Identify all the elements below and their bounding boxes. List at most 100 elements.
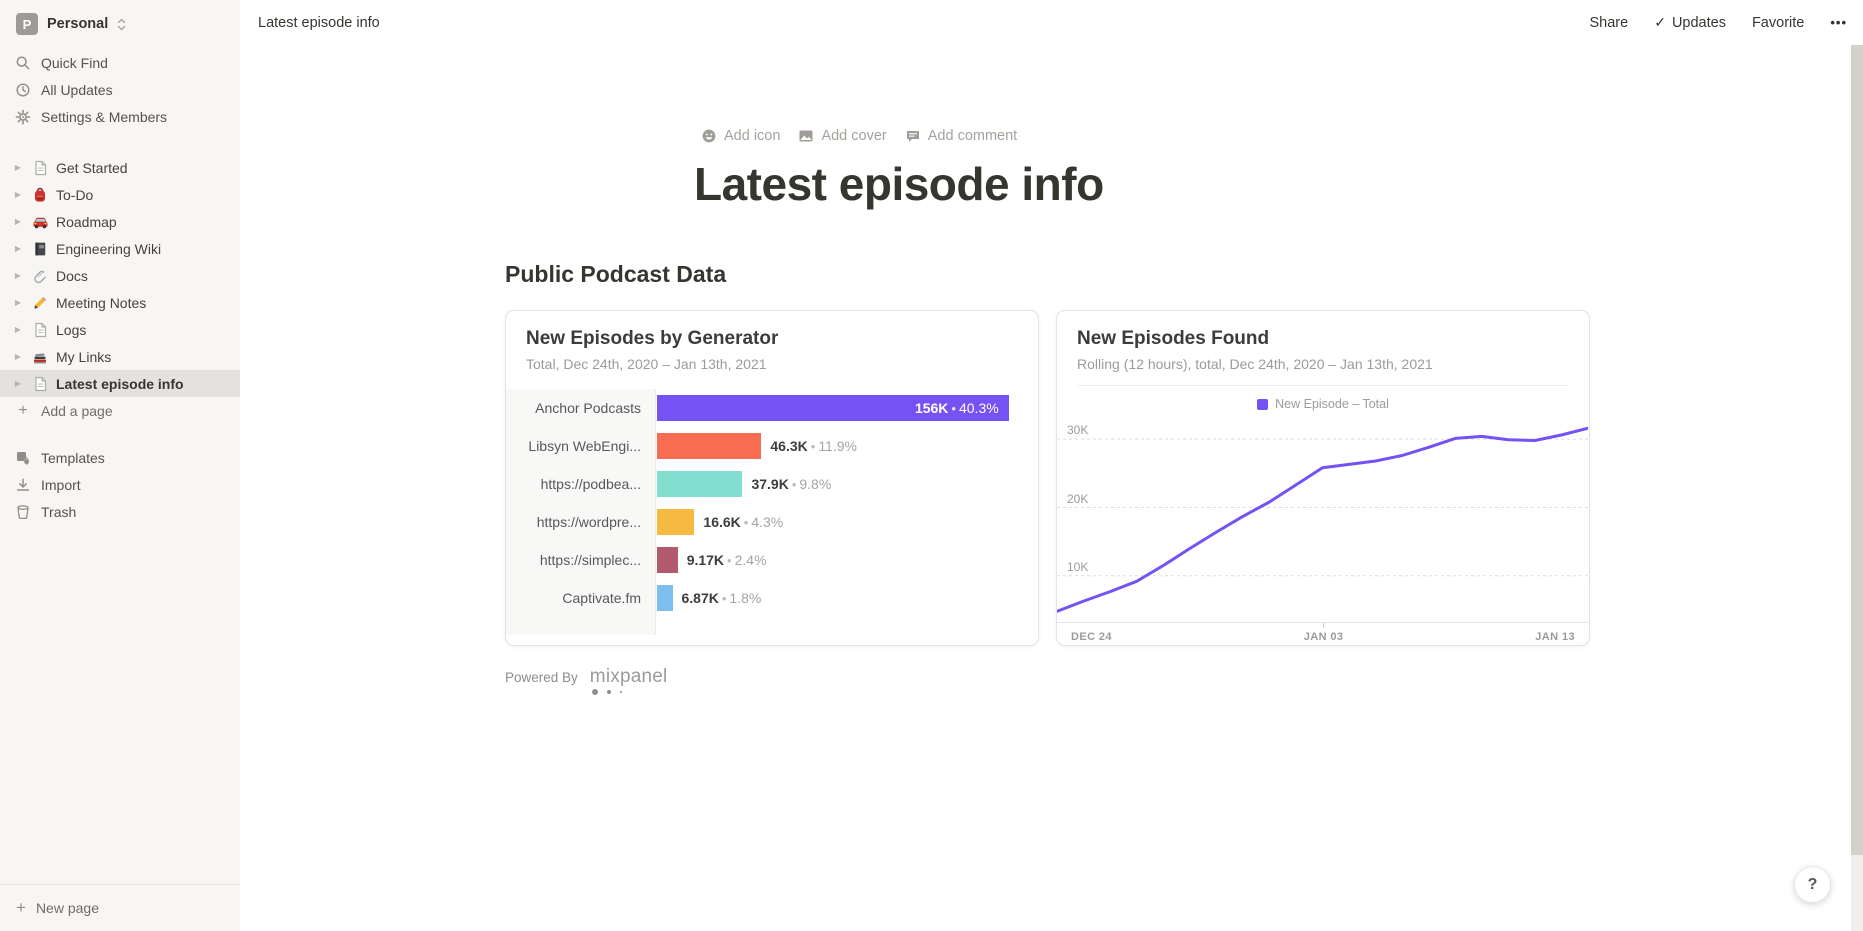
sidebar-item-label: To-Do [56,186,94,203]
sidebar-item-get-started[interactable]: ▶ Get Started [0,154,240,181]
bar-category-label: Libsyn WebEngi... [528,438,641,454]
scrollbar-track[interactable] [1851,855,1863,931]
sidebar-item-label: Latest episode info [56,375,184,392]
sidebar-item-roadmap[interactable]: ▶ Roadmap [0,208,240,235]
breadcrumb[interactable]: Latest episode info [258,14,380,31]
powered-by-label: Powered By [505,670,578,685]
bar-value-label: 46.3K [770,438,808,454]
workspace-switcher[interactable]: P Personal [0,0,240,45]
bar-separator-dot: • [791,476,797,492]
bar-segment[interactable] [657,433,762,459]
page-controls: Add icon Add cover Add comment [701,128,1863,144]
scrollbar-thumb[interactable] [1851,45,1863,855]
bar-percent-label: 1.8% [729,590,762,606]
sidebar-item-label: Quick Find [41,54,108,71]
more-options-button[interactable]: ••• [1830,15,1847,30]
line-chart-title: New Episodes Found [1077,328,1270,349]
sidebar-item-engineering-wiki[interactable]: ▶ Engineering Wiki [0,235,240,262]
header-divider [1077,385,1569,386]
add-cover-button[interactable]: Add cover [798,128,887,144]
sidebar-item-label: Settings & Members [41,108,168,125]
bar-outside-labels: 37.9K • 9.8% [751,476,831,492]
sidebar-item-to-do[interactable]: ▶ To-Do [0,181,240,208]
bar-row: Anchor Podcasts 156K • 40.3% [506,389,1038,427]
clock-icon [14,81,32,99]
add-comment-button[interactable]: Add comment [905,128,1017,144]
bar-chart-card[interactable]: New Episodes by Generator Total, Dec 24t… [505,310,1039,646]
bar-row: Libsyn WebEngi... 46.3K • 11.9% [506,427,1038,465]
toggle-triangle-icon[interactable]: ▶ [14,325,22,334]
bar-track: 46.3K • 11.9% [656,433,1038,459]
bar-category-label: https://wordpre... [536,514,641,530]
line-chart-header: New Episodes Found Rolling (12 hours), t… [1057,311,1589,386]
bar-percent-label: 4.3% [751,514,784,530]
powered-by: Powered By mixpanel [505,666,1863,695]
sidebar-item-trash[interactable]: Trash [0,498,240,525]
bar-segment[interactable] [657,585,673,611]
sidebar-item-import[interactable]: Import [0,471,240,498]
toggle-triangle-icon[interactable]: ▶ [14,163,22,172]
bar-outside-labels: 16.6K • 4.3% [703,514,783,530]
sidebar-item-all-updates[interactable]: All Updates [0,76,240,103]
trash-icon [14,503,32,521]
sidebar-pages: ▶ Get Started ▶ To-Do ▶ Roadmap ▶ Engineering W… [0,154,240,397]
sidebar-item-logs[interactable]: ▶ Logs [0,316,240,343]
bar-separator-dot: • [810,438,816,454]
add-a-page-button[interactable]: + Add a page [0,397,240,424]
updates-button[interactable]: ✓ Updates [1654,14,1726,31]
sidebar-item-settings-members[interactable]: Settings & Members [0,103,240,130]
backpack-icon [31,186,49,204]
bar-row: https://wordpre... 16.6K • 4.3% [506,503,1038,541]
line-chart-svg [1057,426,1588,613]
bar-percent-label: 11.9% [818,438,857,454]
bar-track: 156K • 40.3% [656,395,1038,421]
bar-separator-dot: • [743,514,749,530]
toggle-triangle-icon[interactable]: ▶ [14,379,22,388]
bar-segment[interactable] [657,509,695,535]
updates-label: Updates [1671,14,1726,31]
chevron-updown-icon [117,17,126,32]
favorite-button[interactable]: Favorite [1751,14,1805,31]
sidebar-item-my-links[interactable]: ▶ My Links [0,343,240,370]
y-tick-label: 30K [1067,423,1089,438]
bar-segment[interactable] [657,547,678,573]
sidebar-item-label: All Updates [41,81,113,98]
sidebar-item-label: Roadmap [56,213,117,230]
page-content: Add icon Add cover Add comment [240,128,1863,695]
sidebar-item-latest-episode-info[interactable]: ▶ Latest episode info [0,370,240,397]
y-tick-label: 20K [1067,491,1089,506]
sidebar-item-label: Logs [56,321,87,338]
help-button[interactable]: ? [1794,866,1831,903]
toggle-triangle-icon[interactable]: ▶ [14,352,22,361]
sidebar-bottom-items: Templates Import Trash [0,444,240,525]
bar-chart-label-column [506,389,656,635]
sidebar-item-label: My Links [56,348,112,365]
section-heading: Public Podcast Data [505,261,727,287]
add-a-page-label: Add a page [41,402,113,419]
add-icon-button[interactable]: Add icon [701,128,780,144]
bar-segment[interactable] [657,471,743,497]
sidebar-item-meeting-notes[interactable]: ▶ Meeting Notes [0,289,240,316]
toggle-triangle-icon[interactable]: ▶ [14,190,22,199]
toggle-triangle-icon[interactable]: ▶ [14,217,22,226]
toggle-triangle-icon[interactable]: ▶ [14,298,22,307]
bar-chart: Anchor Podcasts 156K • 40.3% Libsyn WebEngi.… [506,389,1038,635]
bar-percent-label: 9.8% [799,476,832,492]
sidebar-item-templates[interactable]: Templates [0,444,240,471]
share-button[interactable]: Share [1589,14,1629,31]
new-page-button[interactable]: + New page [0,884,240,931]
bar-value-label: 6.87K [681,590,719,606]
bar-segment[interactable]: 156K • 40.3% [657,395,1009,421]
toggle-triangle-icon[interactable]: ▶ [14,271,22,280]
line-chart-subtitle: Rolling (12 hours), total, Dec 24th, 202… [1077,356,1433,372]
line-chart-card[interactable]: New Episodes Found Rolling (12 hours), t… [1056,310,1590,646]
page-icon [31,321,49,339]
check-icon: ✓ [1654,14,1666,30]
bar-category-label: https://simplec... [539,552,641,568]
bar-separator-dot: • [951,400,956,416]
toggle-triangle-icon[interactable]: ▶ [14,244,22,253]
mixpanel-logo[interactable]: mixpanel [590,666,668,695]
sidebar-item-docs[interactable]: ▶ Docs [0,262,240,289]
sidebar-item-quick-find[interactable]: Quick Find [0,49,240,76]
